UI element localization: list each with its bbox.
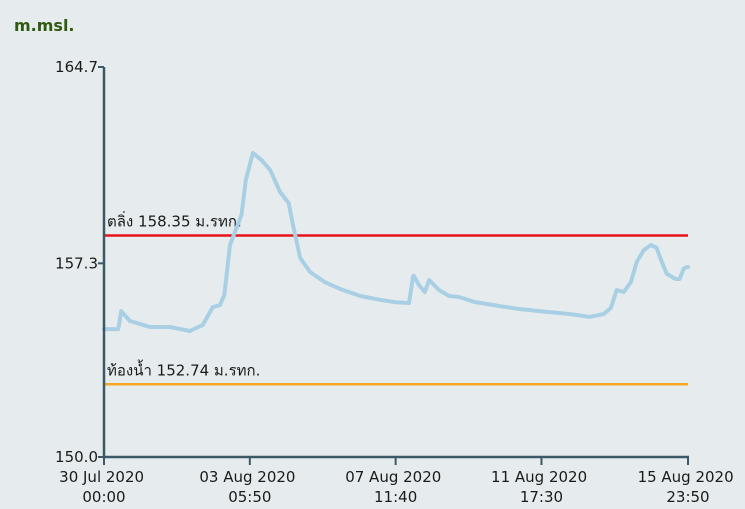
series-line (102, 151, 690, 333)
y-tick-label: 157.3 (55, 254, 98, 272)
x-tick-label: 11 Aug 2020 17:30 (491, 468, 592, 506)
y-tick-label: 150.0 (55, 448, 98, 466)
x-tick-label: 07 Aug 2020 11:40 (345, 468, 446, 506)
x-tick-label: 15 Aug 2020 23:50 (638, 468, 739, 506)
y-tick-label: 164.7 (55, 58, 98, 76)
reference-label: ตลิ่ง 158.35 ม.รทก. (107, 210, 242, 230)
x-tick-label: 30 Jul 2020 00:00 (59, 468, 149, 506)
y-axis-title: m.msl. (14, 16, 75, 35)
x-tick-label: 03 Aug 2020 05:50 (199, 468, 300, 506)
reference-label: ท้องน้ำ 152.74 ม.รทก. (107, 359, 260, 379)
